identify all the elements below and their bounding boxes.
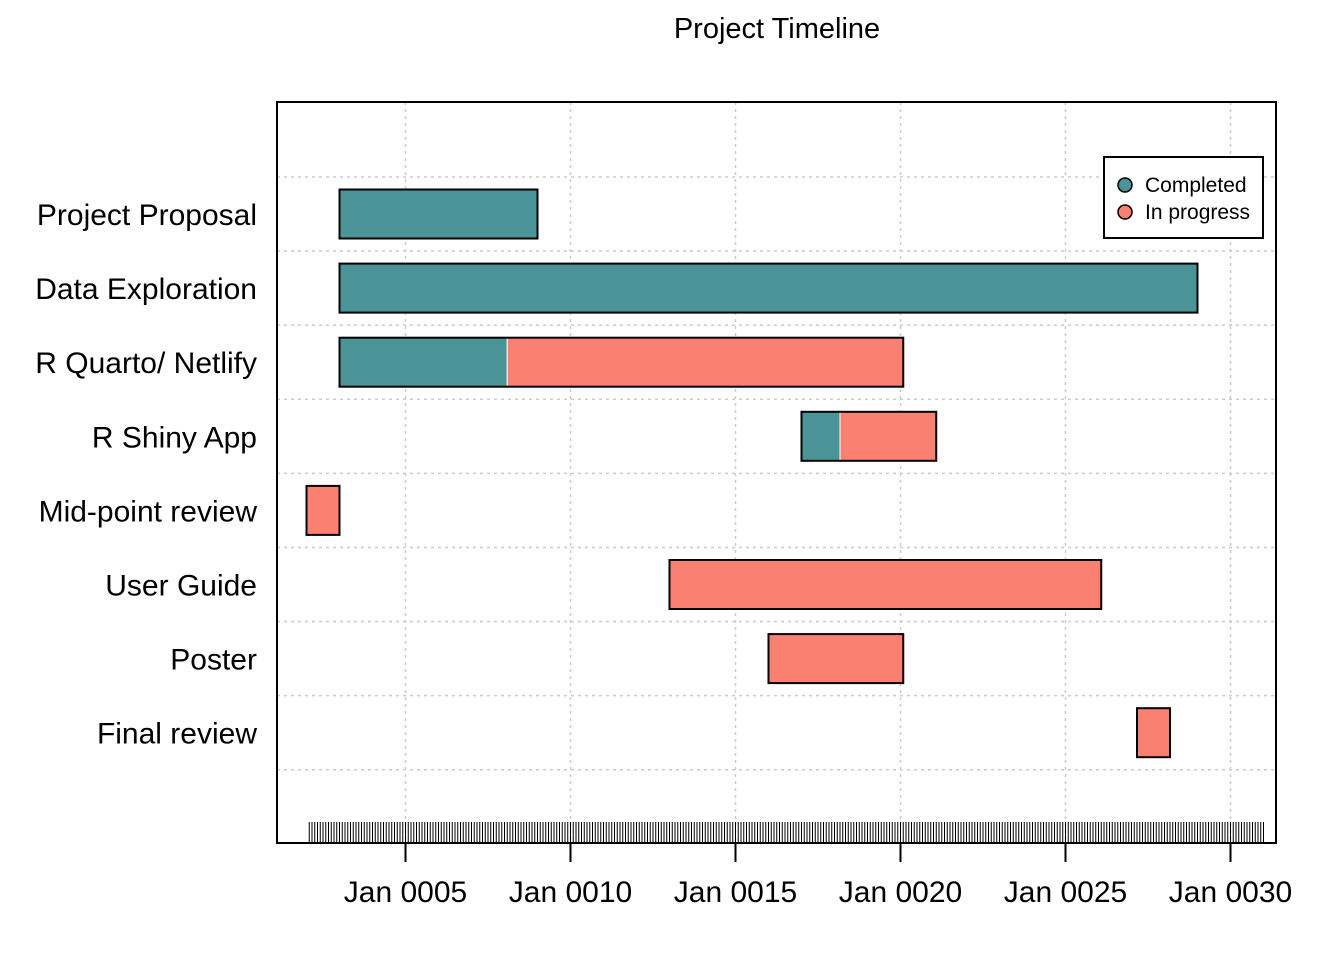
task-bar-in-progress (839, 411, 937, 462)
legend: Completed In progress (1103, 156, 1264, 239)
task-bar-in-progress (1136, 707, 1171, 758)
task-bar-in-progress (669, 559, 1102, 610)
task-bar-completed (801, 411, 841, 462)
task-bar-outline (338, 262, 1199, 314)
task-label: Project Proposal (37, 199, 257, 232)
task-bar-outline (338, 188, 539, 240)
task-label: Final review (97, 718, 257, 751)
monthly-tick-marks (308, 822, 1264, 843)
grid-lines (277, 102, 1276, 843)
task-label: Mid-point review (39, 495, 258, 528)
chart-title: Project Timeline (674, 13, 880, 45)
task-bar-in-progress (768, 633, 904, 684)
task-bar-in-progress (506, 337, 904, 388)
task-bar-outline (305, 484, 341, 536)
x-tick-label: Jan 0030 (1169, 876, 1292, 909)
task-label: R Shiny App (92, 421, 257, 454)
task-bar-outline (338, 336, 905, 388)
task-bar-in-progress (306, 485, 340, 536)
x-tick-label: Jan 0020 (839, 876, 962, 909)
x-axis: Jan 0005 Jan 0010 Jan 0015 Jan 0020 Jan 0025… (344, 843, 1292, 909)
task-label: R Quarto/ Netlify (35, 347, 257, 380)
task-bars (305, 188, 1199, 759)
task-label: User Guide (105, 570, 257, 603)
legend-marker (1117, 177, 1133, 193)
minor-ticks (308, 822, 1264, 843)
x-tick-label: Jan 0010 (509, 876, 632, 909)
x-tick-label: Jan 0005 (344, 876, 467, 909)
task-labels: Project Proposal Data Exploration R Quarto… (35, 199, 257, 751)
task-label: Data Exploration (35, 273, 257, 306)
legend-box (1103, 156, 1264, 239)
task-bar-outline (668, 559, 1103, 610)
task-bar-completed (339, 189, 538, 239)
legend-label: In progress (1145, 201, 1250, 224)
task-bar-outline (800, 410, 938, 462)
legend-marker (1117, 204, 1133, 220)
task-label: Poster (170, 644, 257, 677)
task-bar-outline (1136, 707, 1171, 759)
task-bar-outline (767, 633, 905, 685)
plot-frame (276, 101, 1277, 844)
legend-label: Completed (1145, 174, 1247, 197)
x-tick-label: Jan 0015 (674, 876, 797, 909)
task-bar-completed (339, 263, 1198, 314)
x-tick-label: Jan 0025 (1004, 876, 1127, 909)
task-bar-completed (339, 337, 508, 388)
